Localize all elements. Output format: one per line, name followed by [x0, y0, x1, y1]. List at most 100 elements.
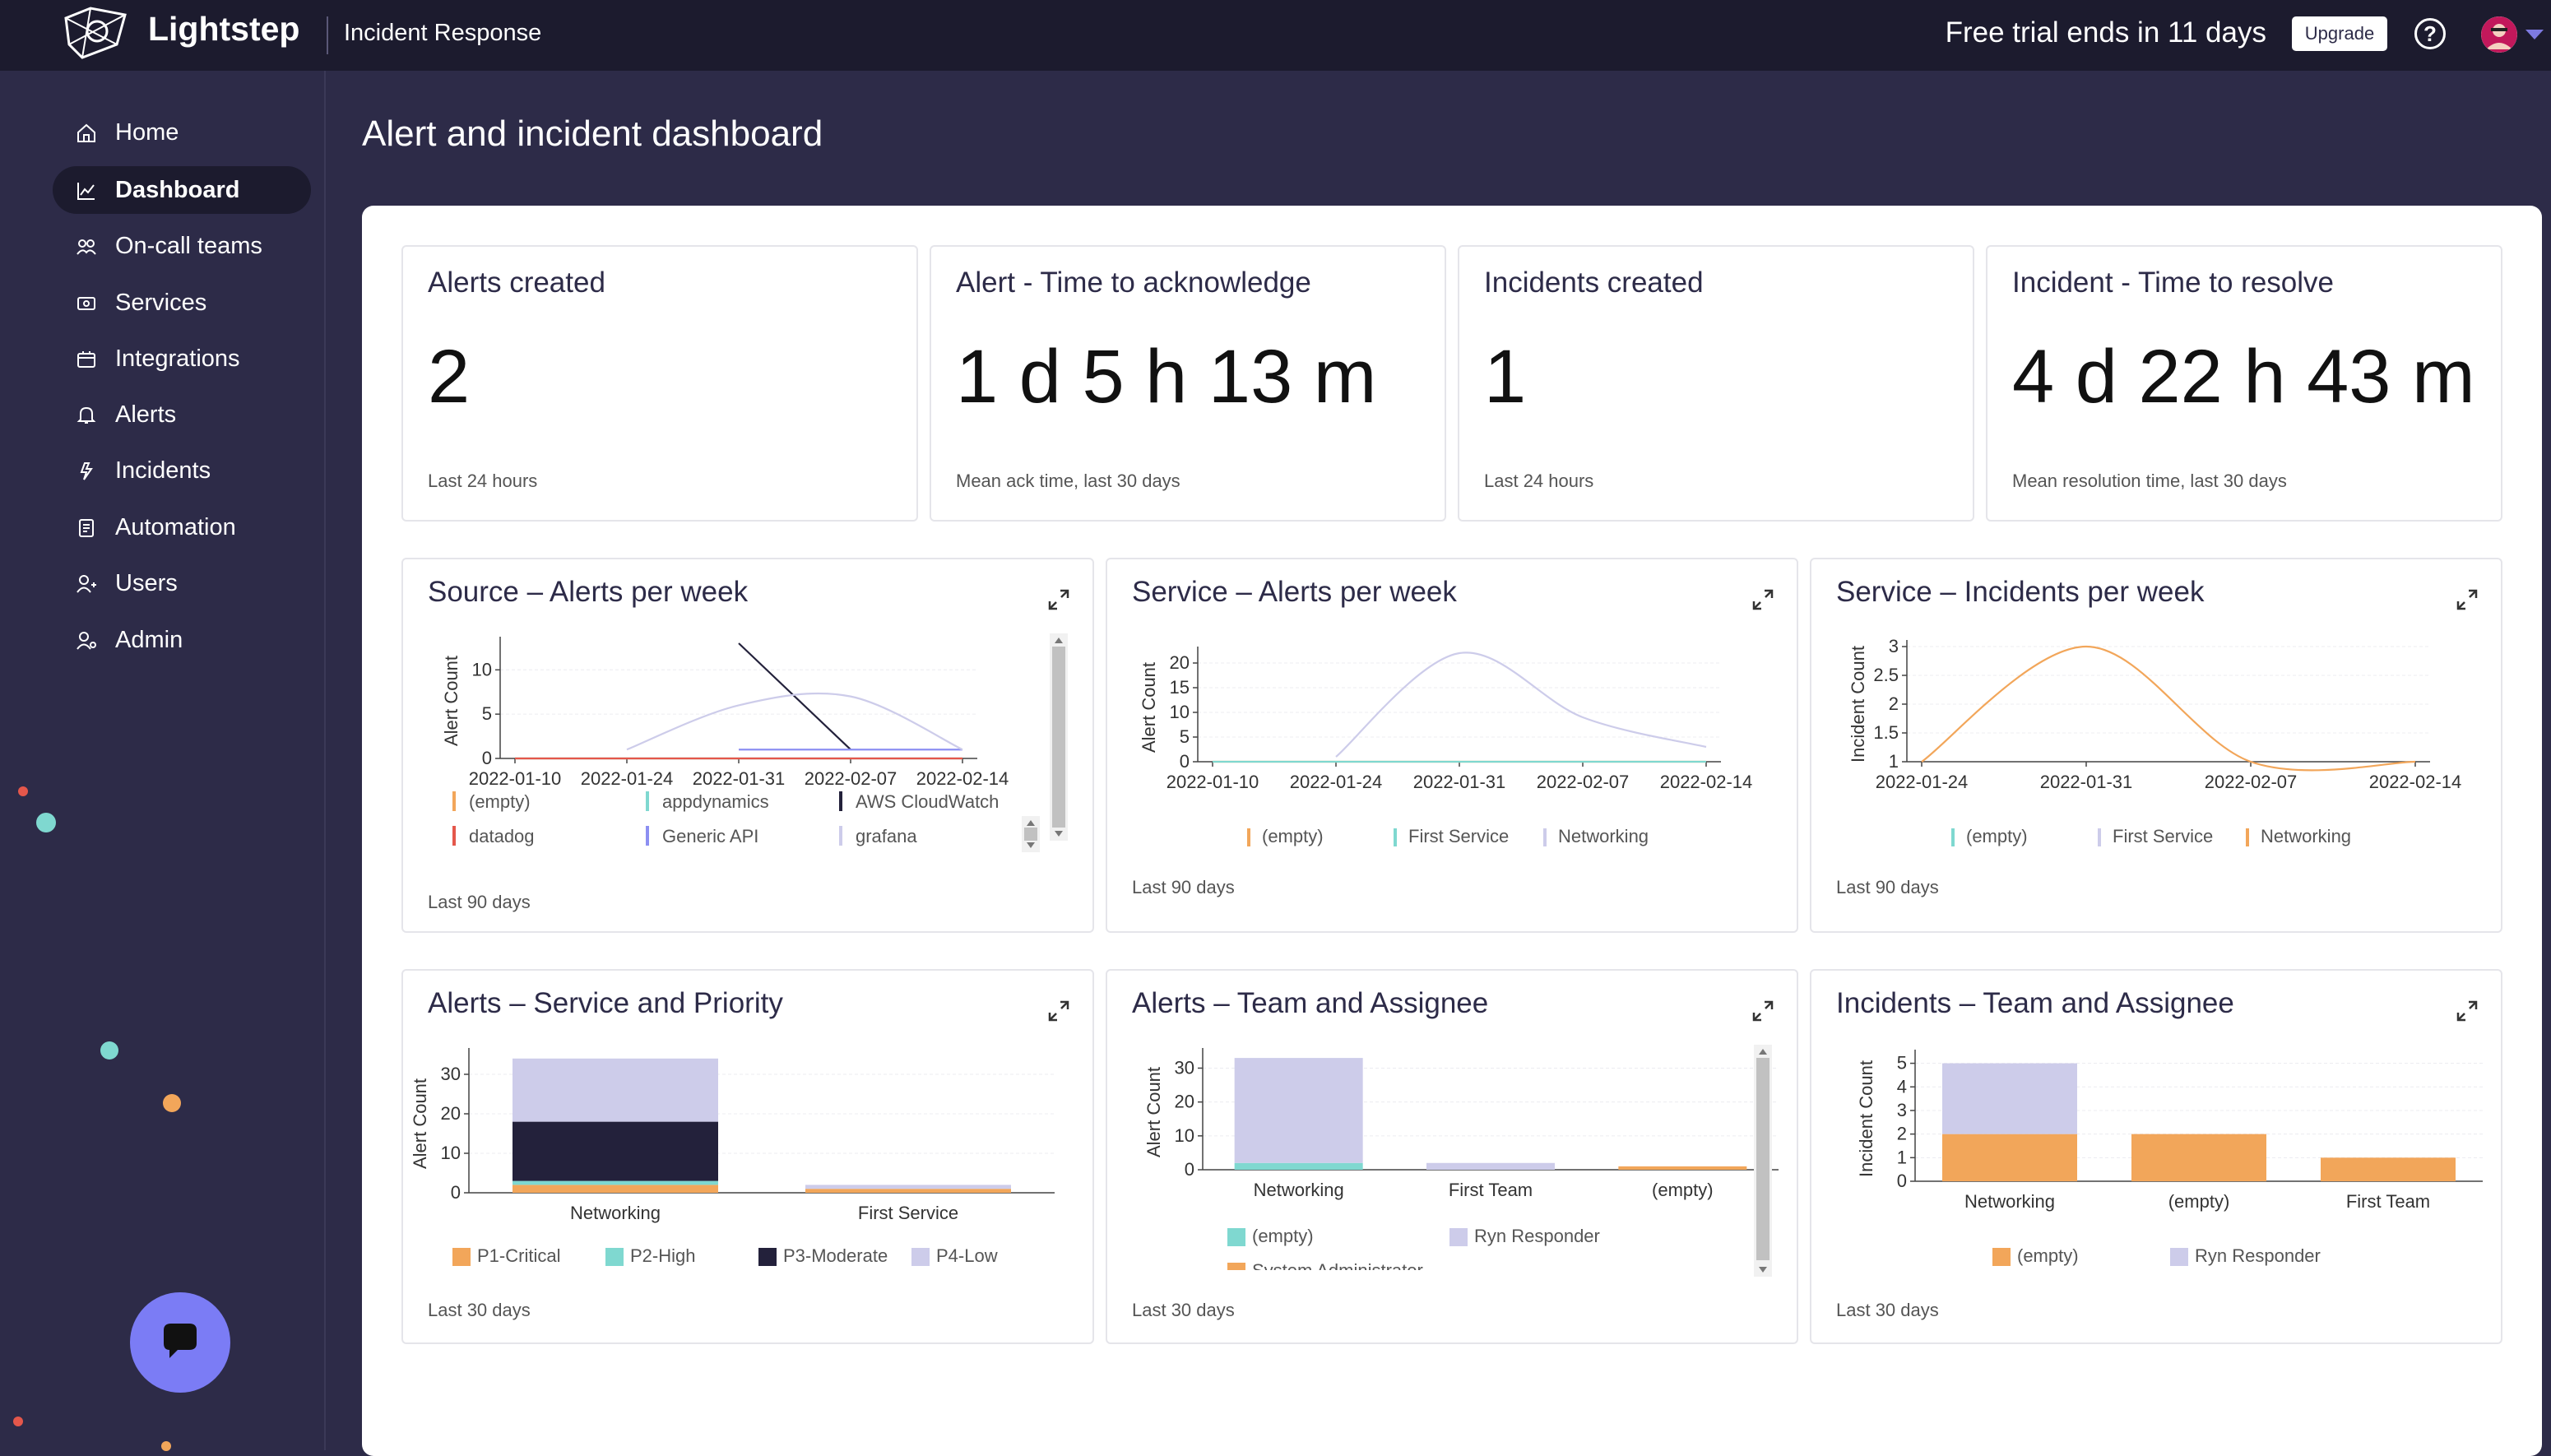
expand-icon[interactable] — [1751, 999, 1775, 1023]
stat-subtitle: Mean resolution time, last 30 days — [2012, 471, 2287, 491]
stat-subtitle: Last 24 hours — [1484, 471, 1594, 491]
legend-swatch — [452, 791, 456, 811]
sidebar-item-alerts[interactable]: Alerts — [53, 391, 311, 438]
chat-button[interactable] — [130, 1292, 230, 1393]
sidebar-item-label: Services — [115, 290, 207, 316]
chart-subtitle: Last 30 days — [428, 1300, 531, 1320]
decorative-dot — [161, 1441, 171, 1451]
sidebar: Home Dashboard On-call teams Services In… — [0, 71, 326, 1450]
stat-card-time-to-resolve: Incident - Time to resolve 4 d 22 h 43 m… — [1986, 245, 2502, 522]
legend-swatch — [911, 1248, 930, 1266]
sidebar-item-home[interactable]: Home — [53, 109, 311, 156]
y-tick-label: 10 — [441, 1143, 461, 1163]
expand-icon[interactable] — [1751, 587, 1775, 612]
x-tick-label: 2022-02-07 — [805, 768, 897, 789]
legend-swatch — [1449, 1228, 1468, 1246]
y-tick-label: 1 — [1889, 751, 1899, 772]
legend-swatch — [1992, 1248, 2011, 1266]
page-title: Alert and incident dashboard — [362, 114, 823, 154]
trial-notice: Free trial ends in 11 days — [1945, 16, 2266, 49]
sidebar-item-integrations[interactable]: Integrations — [53, 335, 311, 383]
x-tick-label: 2022-01-31 — [693, 768, 786, 789]
chart-card-service-alerts: Service – Alerts per week 0 5 10 15 20 Alert … — [1106, 558, 1798, 933]
legend-label: AWS CloudWatch — [856, 791, 999, 812]
stat-subtitle: Mean ack time, last 30 days — [956, 471, 1180, 491]
y-tick-label: 15 — [1170, 677, 1190, 698]
expand-icon[interactable] — [2455, 999, 2479, 1023]
scroll-up-icon — [1055, 638, 1063, 643]
legend-swatch — [2098, 828, 2101, 846]
sidebar-item-on-call-teams[interactable]: On-call teams — [53, 222, 311, 270]
x-tick-label: (empty) — [1652, 1180, 1714, 1200]
alerts-service-priority-chart: 0 10 20 30 Alert Count Networking First Servic… — [410, 1048, 1055, 1266]
y-axis-label: Alert Count — [441, 656, 461, 746]
y-tick-label: 0 — [451, 1182, 461, 1203]
legend-swatch — [646, 826, 649, 846]
x-tick-label: 2022-02-14 — [916, 768, 1009, 789]
sidebar-item-label: Automation — [115, 514, 236, 540]
legend-label: P3-Moderate — [783, 1245, 888, 1266]
x-tick-label: Networking — [570, 1203, 661, 1223]
y-axis-label: Incident Count — [1856, 1060, 1876, 1177]
stat-value: 2 — [428, 335, 471, 419]
chart-subtitle: Last 30 days — [1132, 1300, 1235, 1320]
lightstep-logo-icon[interactable] — [58, 3, 132, 61]
services-icon — [77, 297, 95, 310]
user-avatar[interactable] — [2481, 16, 2517, 53]
legend-swatch — [605, 1248, 624, 1266]
sidebar-item-automation[interactable]: Automation — [53, 503, 311, 551]
x-tick-label: 2022-01-24 — [581, 768, 674, 789]
y-tick-label: 0 — [1180, 751, 1190, 772]
sidebar-item-label: Alerts — [115, 401, 177, 428]
stat-title: Alerts created — [428, 267, 605, 299]
chart-title: Incidents – Team and Assignee — [1836, 987, 2234, 1019]
alerts-team-assignee-chart: 0 10 20 30 Alert Count Networking First Team (e… — [1107, 1045, 1779, 1290]
lightning-icon — [80, 462, 93, 480]
stat-title: Alert - Time to acknowledge — [956, 267, 1311, 299]
bar-segment — [1234, 1058, 1363, 1163]
sidebar-item-incidents[interactable]: Incidents — [53, 447, 311, 494]
legend-label: grafana — [856, 826, 917, 846]
y-tick-label: 3 — [1889, 636, 1899, 656]
scroll-down-icon — [1055, 831, 1063, 837]
sidebar-item-services[interactable]: Services — [53, 279, 311, 327]
y-tick-label: 3 — [1897, 1100, 1907, 1120]
automation-icon — [79, 519, 94, 537]
sidebar-item-label: Admin — [115, 627, 183, 653]
chart-subtitle: Last 90 days — [1132, 877, 1235, 897]
stat-value: 4 d 22 h 43 m — [2012, 335, 2475, 419]
stat-value: 1 d 5 h 13 m — [956, 335, 1377, 419]
scrollbar-thumb — [1052, 647, 1065, 828]
brand-name[interactable]: Lightstep — [148, 10, 300, 48]
bar-segment — [513, 1121, 718, 1181]
bar-segment — [2321, 1157, 2456, 1181]
chart-subtitle: Last 30 days — [1836, 1300, 1939, 1320]
account-menu-chevron-icon[interactable] — [2525, 30, 2544, 39]
sidebar-item-admin[interactable]: Admin — [53, 616, 311, 664]
legend-label: (empty) — [2017, 1245, 2079, 1266]
help-icon[interactable]: ? — [2414, 18, 2446, 49]
y-tick-label: 5 — [1180, 726, 1190, 747]
legend-clip-mask — [1107, 1270, 1741, 1290]
upgrade-button[interactable]: Upgrade — [2292, 16, 2387, 51]
incidents-team-assignee-chart: 0 1 2 3 4 5 Incident Count Networking (empty) Fir… — [1856, 1050, 2483, 1266]
x-tick-label: 2022-01-10 — [1167, 772, 1259, 792]
service-alerts-chart: 0 5 10 15 20 Alert Count 2022-01-10 2022-01-24 2… — [1139, 647, 1752, 846]
chart-card-source-alerts: Source – Alerts per week 0 5 10 Alert Count… — [401, 558, 1094, 933]
source-alerts-chart: 0 5 10 Alert Count 2022-01-10 2022-01-24 2022-… — [403, 633, 1068, 870]
sidebar-item-users[interactable]: Users — [53, 559, 311, 607]
sidebar-item-label: Incidents — [115, 457, 211, 484]
x-tick-label: 2022-01-31 — [1413, 772, 1506, 792]
expand-icon[interactable] — [1046, 587, 1071, 612]
chart-title: Source – Alerts per week — [428, 576, 749, 608]
decorative-dot — [100, 1041, 118, 1060]
expand-icon[interactable] — [1046, 999, 1071, 1023]
y-tick-label: 2 — [1897, 1124, 1907, 1144]
sidebar-item-dashboard[interactable]: Dashboard — [53, 166, 311, 214]
legend-label: P1-Critical — [477, 1245, 560, 1266]
bar-segment — [2131, 1134, 2266, 1181]
y-tick-label: 30 — [1175, 1057, 1194, 1078]
stat-title: Incident - Time to resolve — [2012, 267, 2334, 299]
legend-label: (empty) — [1252, 1226, 1314, 1246]
expand-icon[interactable] — [2455, 587, 2479, 612]
